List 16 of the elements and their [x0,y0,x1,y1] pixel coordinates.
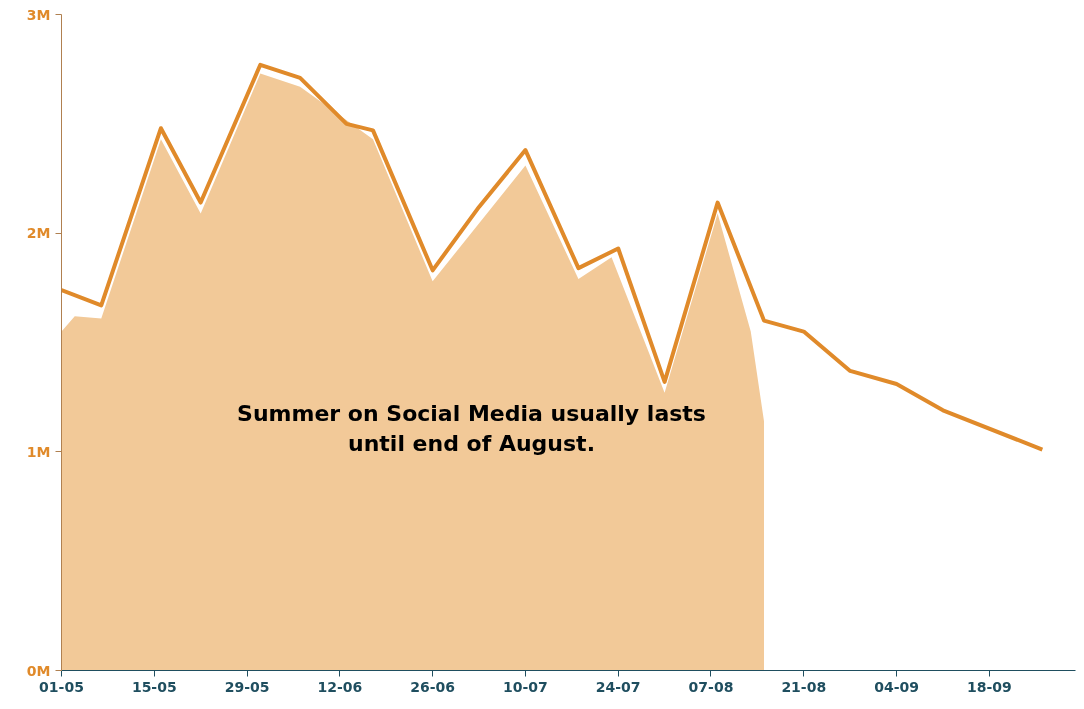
y-tick-label: 2M [26,225,51,242]
x-tick-label: 24-07 [595,678,641,695]
x-tick-label: 21-08 [781,678,827,695]
x-tick-label: 29-05 [224,678,270,695]
y-tick-label: 0M [26,662,51,679]
x-tick-label: 26-06 [410,678,456,695]
annotation: Summer on Social Media usually lasts until end of August. [237,400,706,456]
x-tick-label: 12-06 [317,678,363,695]
x-tick-label: 01-05 [39,678,84,695]
x-tick-label: 10-07 [503,678,548,695]
x-tick-label: 15-05 [131,678,177,695]
y-tick-label: 3M [26,6,51,23]
x-tick-label: 07-08 [688,678,734,695]
x-tick-label: 18-09 [966,678,1012,695]
x-tick-label: 04-09 [874,678,919,695]
y-tick-label: 1M [26,443,51,460]
